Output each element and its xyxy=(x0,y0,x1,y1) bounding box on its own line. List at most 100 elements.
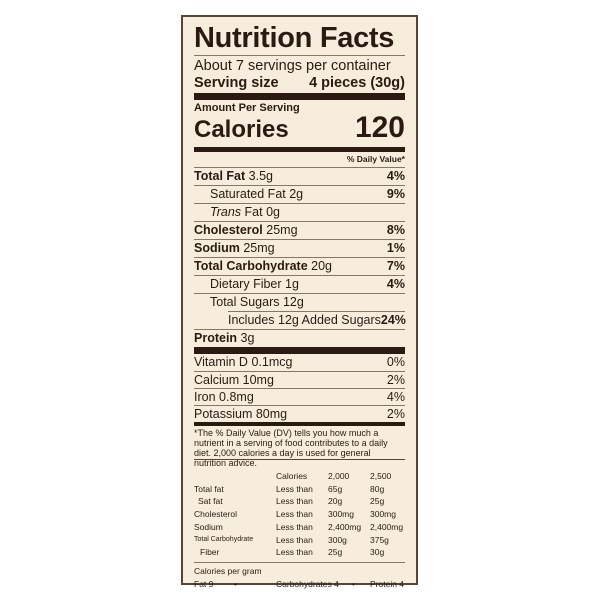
reference-table: Calories 2,000 2,500 Total fat Less than 6… xyxy=(194,470,405,559)
nutrient-row: Trans Fat 0g xyxy=(194,204,405,221)
nutrient-name: Cholesterol xyxy=(194,223,263,237)
cell: Less than xyxy=(276,534,313,545)
title: Nutrition Facts xyxy=(194,22,395,54)
nutrient-name: Total Sugars xyxy=(210,295,280,309)
calories-label: Calories xyxy=(194,116,289,143)
nutrient-amount: 25mg xyxy=(243,241,275,255)
vitamin-dv: 4% xyxy=(386,390,405,404)
footnote: *The % Daily Value (DV) tells you how mu… xyxy=(194,426,405,468)
divider xyxy=(194,185,405,186)
divider xyxy=(194,371,405,372)
reference-row: Fiber Less than 25g 30g xyxy=(194,546,405,559)
nutrient-name-suffix: Fat xyxy=(244,205,263,219)
cell: 2,400mg xyxy=(370,521,404,532)
cell: Total fat xyxy=(194,483,224,494)
divider xyxy=(194,221,405,222)
cell: Fiber xyxy=(200,547,220,558)
cell: 2,500 xyxy=(370,471,392,481)
cell: 300g xyxy=(328,534,347,545)
divider xyxy=(194,55,405,56)
nutrient-name: Protein xyxy=(194,331,238,345)
nutrient-row: Sodium 25mg 1% xyxy=(194,240,405,257)
servings-per-container: About 7 servings per container xyxy=(194,58,391,74)
cell: 65g xyxy=(328,483,343,494)
cell: Cholesterol xyxy=(194,509,237,520)
cell: 25g xyxy=(328,547,343,558)
vitamin-row: Calcium 10mg 2% xyxy=(194,372,405,388)
nutrient-row: Saturated Fat 2g 9% xyxy=(194,186,405,203)
nutrient-row: Cholesterol 25mg 8% xyxy=(194,222,405,239)
cell: 2,400mg xyxy=(328,521,362,532)
calories-per-gram-row: Fat 9 • Carbohydrates 4 • Protein 4 xyxy=(194,578,405,591)
nutrient-dv: 9% xyxy=(386,187,405,201)
reference-row: Sodium Less than 2,400mg 2,400mg xyxy=(194,521,405,534)
vitamin-dv: 2% xyxy=(386,407,405,421)
nutrient-name: Sodium xyxy=(194,241,240,255)
divider xyxy=(194,405,405,406)
divider xyxy=(194,203,405,204)
reference-row: Cholesterol Less than 300mg 300mg xyxy=(194,508,405,521)
nutrient-row: Protein 3g xyxy=(194,330,405,347)
serving-size-value: 4 pieces (30g) xyxy=(309,75,405,91)
cell: Sodium xyxy=(194,521,223,532)
cell: Less than xyxy=(276,521,313,532)
nutrient-name: Saturated Fat xyxy=(210,187,286,201)
fat-per-gram: Fat 9 xyxy=(194,578,214,589)
nutrition-facts-panel: Nutrition Facts About 7 servings per con… xyxy=(181,15,418,589)
vitamin-dv: 0% xyxy=(386,355,405,369)
nutrient-name: Total Carbohydrate xyxy=(194,259,308,273)
vitamin-amount: 0.8mg xyxy=(219,390,254,404)
thick-divider xyxy=(194,347,405,354)
vitamin-amount: 0.1mcg xyxy=(251,355,293,369)
nutrient-dv: 7% xyxy=(386,259,405,273)
nutrient-amount: 1g xyxy=(285,277,299,291)
cell: Sat fat xyxy=(198,496,223,507)
divider xyxy=(194,257,405,258)
nutrient-row: Total Fat 3.5g 4% xyxy=(194,168,405,185)
cell xyxy=(194,470,276,483)
cell: 300mg xyxy=(328,509,354,520)
nutrient-dv: 4% xyxy=(386,169,405,183)
nutrient-dv: 8% xyxy=(386,223,405,237)
nutrient-dv: 4% xyxy=(386,277,405,291)
nutrient-amount: 2g xyxy=(289,187,304,201)
vitamin-name: Iron xyxy=(194,390,216,404)
nutrient-amount: 20g xyxy=(311,259,333,273)
cell: 80g xyxy=(370,483,385,494)
thick-divider xyxy=(194,93,405,100)
daily-value-header: % Daily Value* xyxy=(346,154,405,164)
cell: Less than xyxy=(276,509,313,520)
divider xyxy=(194,388,405,389)
nutrient-name: Total Fat xyxy=(194,169,246,183)
divider xyxy=(194,329,405,330)
nutrient-amount: 3g xyxy=(240,331,255,345)
separator: • xyxy=(234,578,237,589)
vitamin-name: Calcium xyxy=(194,373,240,387)
vitamin-row: Vitamin D 0.1mcg 0% xyxy=(194,354,405,371)
vitamin-name: Potassium xyxy=(194,407,253,421)
calories-row: Calories 120 xyxy=(194,113,405,145)
nutrients-list: Total Fat 3.5g 4% Saturated Fat 2g 9% Tran… xyxy=(194,167,406,591)
nutrient-name: Dietary Fiber xyxy=(210,277,282,291)
nutrient-amount: 3.5g xyxy=(248,169,273,183)
vitamin-amount: 80mg xyxy=(255,407,288,421)
nutrient-row: Dietary Fiber 1g 4% xyxy=(194,276,405,293)
reference-row: Total Carbohydrate Less than 300g 375g xyxy=(194,534,405,547)
nutrient-dv: 1% xyxy=(386,241,405,255)
cell: 25g xyxy=(370,496,385,507)
reference-row: Sat fat Less than 20g 25g xyxy=(194,495,405,508)
divider xyxy=(194,275,405,276)
vitamin-amount: 10mg xyxy=(242,373,274,387)
nutrient-row: Total Carbohydrate 20g 7% xyxy=(194,258,405,275)
divider xyxy=(194,167,405,168)
cell: Total Carbohydrate xyxy=(194,535,254,543)
cell: 300mg xyxy=(370,509,396,520)
serving-size-label: Serving size xyxy=(194,75,279,91)
carbs-per-gram: Carbohydrates 4 xyxy=(276,578,339,589)
vitamin-dv: 2% xyxy=(386,373,405,387)
amount-per-serving: Amount Per Serving xyxy=(194,102,300,114)
protein-per-gram: Protein 4 xyxy=(370,578,405,589)
thick-divider xyxy=(194,147,405,152)
divider xyxy=(194,561,405,563)
cell: 2,000 xyxy=(328,471,350,481)
